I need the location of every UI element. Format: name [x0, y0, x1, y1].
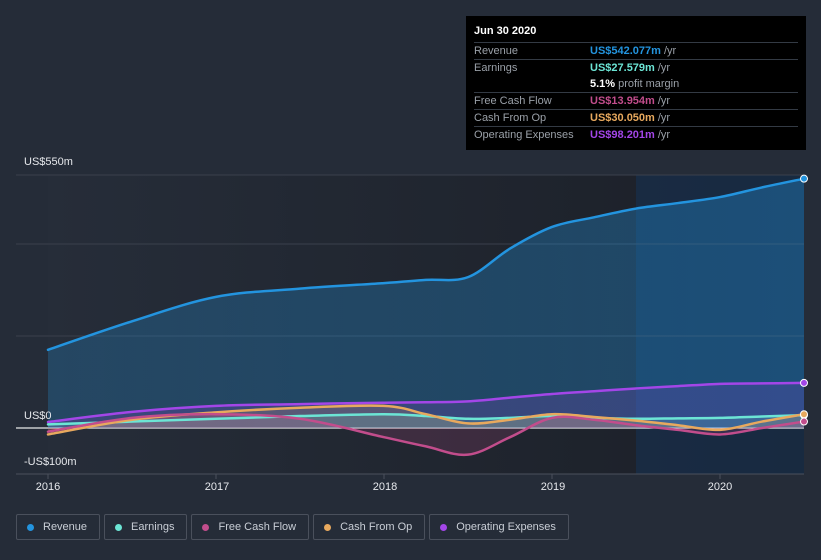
area-earnings — [48, 414, 804, 428]
tooltip-label — [474, 76, 590, 92]
legend-dot-icon — [440, 523, 448, 531]
x-tick-label-2017: 2017 — [204, 481, 230, 493]
profit-margin-value: 5.1% — [590, 78, 616, 90]
legend-item-earnings[interactable]: Earnings — [104, 514, 188, 540]
endpoint-free-cash-flow[interactable] — [800, 417, 808, 426]
tooltip-row-operating-expenses: Operating Expenses US$98.201m /yr — [474, 126, 798, 143]
tooltip-row-cash-from-op: Cash From Op US$30.050m /yr — [474, 109, 798, 126]
y-tick-label-550: US$550m — [24, 156, 73, 168]
line-earnings[interactable] — [46, 412, 806, 426]
tooltip-label: Cash From Op — [474, 112, 547, 124]
tooltip-value: US$30.050m — [590, 112, 655, 124]
tooltip-label: Revenue — [474, 45, 519, 57]
tooltip-unit: /yr — [663, 45, 677, 57]
tooltip-unit: /yr — [657, 112, 671, 124]
legend-dot-icon — [115, 523, 123, 531]
tooltip-label: Free Cash Flow — [474, 95, 552, 107]
tooltip-row-free-cash-flow: Free Cash Flow US$13.954m /yr — [474, 92, 798, 109]
x-tick-label-2016: 2016 — [35, 481, 61, 493]
area-revenue — [48, 178, 804, 428]
tooltip-value: US$13.954m — [590, 95, 655, 107]
endpoint-cash-from-op[interactable] — [800, 410, 808, 419]
legend-item-cash-from-op[interactable]: Cash From Op — [313, 514, 426, 540]
tooltip-value: US$542.077m — [590, 45, 661, 57]
tooltip-date: Jun 30 2020 — [474, 25, 537, 37]
line-revenue[interactable] — [46, 177, 806, 352]
legend-label: Free Cash Flow — [218, 521, 297, 533]
tooltip-value: US$98.201m — [590, 129, 655, 141]
legend-label: Revenue — [43, 521, 88, 533]
legend-dot-icon — [27, 523, 34, 531]
legend-item-revenue[interactable]: Revenue — [16, 514, 101, 540]
tooltip-unit: /yr — [657, 95, 671, 107]
profit-margin-label: profit margin — [618, 78, 680, 90]
line-cash-from-op[interactable] — [46, 404, 806, 436]
tooltip-row-profit-margin: 5.1% profit margin — [474, 76, 798, 92]
y-tick-label-0: US$0 — [24, 410, 52, 422]
line-operating-expenses[interactable] — [46, 381, 806, 424]
tooltip-row-revenue: Revenue US$542.077m /yr — [474, 42, 798, 59]
legend-item-free-cash-flow[interactable]: Free Cash Flow — [191, 514, 310, 540]
legend-label: Operating Expenses — [456, 521, 556, 533]
legend-dot-icon — [202, 523, 210, 531]
tooltip-unit: /yr — [657, 62, 671, 74]
tooltip-label: Operating Expenses — [474, 129, 574, 141]
tooltip-row-earnings: Earnings US$27.579m /yr — [474, 59, 798, 76]
area-free-cash-flow — [48, 414, 804, 455]
area-cash-from-op — [48, 405, 804, 435]
x-tick-label-2018: 2018 — [372, 481, 398, 493]
tooltip-value: US$27.579m — [590, 62, 655, 74]
legend-dot-icon — [324, 523, 332, 531]
legend-item-operating-expenses[interactable]: Operating Expenses — [429, 514, 569, 540]
y-tick-label-neg100: -US$100m — [24, 456, 77, 468]
legend: Revenue Earnings Free Cash Flow Cash Fro… — [16, 514, 569, 540]
endpoint-revenue[interactable] — [800, 174, 808, 183]
tooltip: Jun 30 2020 Revenue US$542.077m /yr Earn… — [466, 16, 806, 150]
endpoint-operating-expenses[interactable] — [800, 378, 808, 387]
tooltip-label: Earnings — [474, 62, 518, 74]
legend-label: Earnings — [131, 521, 175, 533]
x-tick-label-2019: 2019 — [540, 481, 566, 493]
area-operating-expenses — [48, 382, 804, 428]
x-tick-label-2020: 2020 — [707, 481, 733, 493]
tooltip-unit: /yr — [657, 129, 671, 141]
line-free-cash-flow[interactable] — [46, 412, 806, 457]
legend-label: Cash From Op — [340, 521, 413, 533]
chart-canvas — [16, 174, 808, 479]
